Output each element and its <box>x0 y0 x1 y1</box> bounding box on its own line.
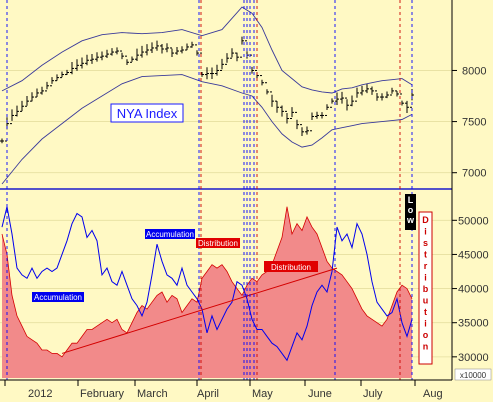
top-panel-bollinger-bands <box>1 6 413 185</box>
annotation-distribution-1-box <box>196 238 240 248</box>
low-label-letter: o <box>408 205 414 215</box>
bottom-panel-trendline <box>61 267 338 354</box>
distribution-label-letter: b <box>423 284 429 294</box>
top-y-tick-label: 7500 <box>462 117 486 129</box>
multiplier-label-box <box>454 368 492 381</box>
distribution-label-letter: r <box>424 261 428 271</box>
low-vertical-label-box <box>405 194 416 230</box>
annotation-accumulation-2: Accumulation <box>32 292 84 302</box>
distribution-vertical-label: Distribution <box>418 211 433 365</box>
annotation-accumulation-2-text: Accumulation <box>34 293 82 302</box>
distribution-outline <box>1 206 413 358</box>
nya-index-label-box <box>110 103 184 123</box>
annotation-distribution-2: Distribution <box>264 261 318 272</box>
distribution-vertical-label-box <box>418 211 433 365</box>
x-axis-month-label: March <box>137 388 168 400</box>
annotation-distribution-1: Distribution <box>196 238 240 248</box>
x-axis-ticks: 2012 February March April May June July Aug <box>4 380 443 400</box>
lower-bollinger-band <box>1 74 413 185</box>
annotation-distribution-2-text: Distribution <box>271 263 311 272</box>
distribution-label-letter: D <box>422 215 429 225</box>
annotation-accumulation-1-text: Accumulation <box>146 230 194 239</box>
top-panel-gridlines <box>0 70 452 174</box>
top-panel-y-axis: 8000 7500 7000 <box>452 65 486 180</box>
distribution-label-letter: s <box>423 238 428 248</box>
low-label-letter: w <box>406 215 415 225</box>
distribution-label-letter: t <box>424 307 427 317</box>
annotation-accumulation-1-box <box>145 229 195 239</box>
bottom-panel-y-axis: 50000 45000 40000 35000 30000 <box>452 215 489 364</box>
x-axis-month-label: July <box>363 388 383 400</box>
distribution-label-letter: u <box>423 296 429 306</box>
support-trendline <box>61 267 338 354</box>
x-axis-month-label: April <box>197 388 219 400</box>
bottom-panel-distribution-area <box>1 206 413 378</box>
multiplier-label-text: x10000 <box>460 371 487 380</box>
accumulation-line <box>1 206 413 362</box>
distribution-label-letter: i <box>424 227 427 237</box>
top-y-tick-label: 8000 <box>462 65 486 77</box>
upper-bollinger-band <box>1 6 413 94</box>
bottom-y-tick-label: 45000 <box>458 249 489 261</box>
annotation-accumulation-2-box <box>32 292 84 302</box>
x-axis-month-label: February <box>80 388 125 400</box>
distribution-label-letter: i <box>424 273 427 283</box>
distribution-label-letter: n <box>423 342 429 352</box>
bottom-y-tick-label: 50000 <box>458 215 489 227</box>
top-y-tick-label: 7000 <box>462 168 486 180</box>
top-panel-price-bars <box>0 36 414 144</box>
bottom-y-tick-label: 40000 <box>458 284 489 296</box>
x-axis-month-label: 2012 <box>28 388 52 400</box>
bottom-y-tick-label: 30000 <box>458 352 489 364</box>
annotation-distribution-2-box <box>264 261 318 272</box>
bottom-panel-accumulation-line <box>1 206 413 362</box>
nya-index-label: NYA Index <box>110 103 184 123</box>
x-axis-month-label: May <box>252 388 273 400</box>
multiplier-label: x10000 <box>454 368 492 381</box>
low-label-letter: L <box>408 195 414 205</box>
x-axis-month-label: Aug <box>423 388 443 400</box>
distribution-area <box>2 206 412 378</box>
bottom-y-tick-label: 35000 <box>458 318 489 330</box>
distribution-label-letter: o <box>423 330 429 340</box>
annotation-accumulation-1: Accumulation <box>145 229 195 239</box>
low-vertical-label: Low <box>405 194 416 230</box>
distribution-label-letter: i <box>424 319 427 329</box>
nya-index-label-text: NYA Index <box>117 106 178 121</box>
annotation-distribution-1-text: Distribution <box>198 239 238 248</box>
distribution-label-letter: t <box>424 250 427 260</box>
x-axis-month-label: June <box>308 388 332 400</box>
x-axis-background <box>0 380 493 402</box>
